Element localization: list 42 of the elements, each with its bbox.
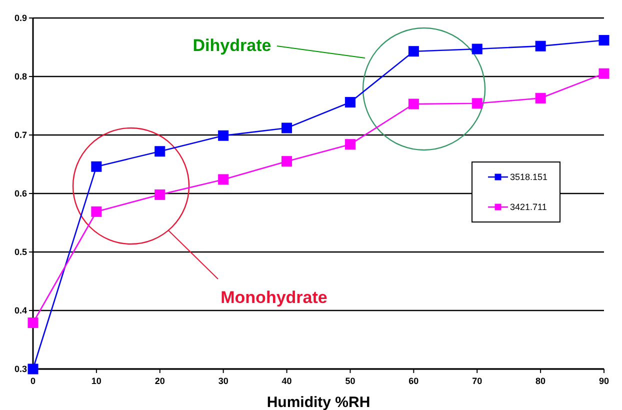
x-tick-label: 0 xyxy=(30,376,36,386)
y-tick-label: 0.9 xyxy=(14,13,27,24)
point xyxy=(28,318,38,328)
y-tick-label: 0.7 xyxy=(14,130,27,140)
legend-label: 3421.711 xyxy=(510,202,547,212)
point xyxy=(91,206,102,217)
point xyxy=(472,44,482,54)
point xyxy=(598,68,610,79)
y-tick-label: 0.8 xyxy=(14,72,27,82)
x-tick-label: 10 xyxy=(91,376,102,386)
point xyxy=(472,98,482,109)
point xyxy=(282,122,292,134)
x-tick-label: 50 xyxy=(345,376,356,386)
annotation: Monohydrate xyxy=(220,288,328,307)
point xyxy=(282,156,292,167)
y-tick-label: 0.5 xyxy=(14,247,27,258)
annotation: Dihydrate xyxy=(192,36,272,55)
x-tick-label: 80 xyxy=(536,376,546,386)
y-tick-label: 0.3 xyxy=(14,364,27,374)
point xyxy=(344,96,356,108)
x-tick-label: 70 xyxy=(472,376,482,386)
point xyxy=(218,174,229,185)
point xyxy=(28,364,38,374)
x-tick-label: 40 xyxy=(282,376,292,386)
x-tick-label: 20 xyxy=(154,376,165,386)
x-tick-label: 90 xyxy=(598,376,610,386)
legend-label: 3518.151 xyxy=(510,172,548,182)
x-axis-title: Humidity %RH xyxy=(266,394,370,410)
x-tick-label: 60 xyxy=(408,376,419,386)
point xyxy=(408,46,419,57)
point xyxy=(344,139,356,150)
y-tick-label: 0.6 xyxy=(14,188,27,199)
point xyxy=(598,34,610,46)
point xyxy=(408,98,419,110)
point xyxy=(154,146,166,157)
point xyxy=(154,189,166,200)
point xyxy=(535,92,546,104)
point xyxy=(218,130,229,141)
y-tick-label: 0.4 xyxy=(14,306,27,316)
point xyxy=(91,161,102,172)
point xyxy=(535,40,546,52)
x-tick-label: 30 xyxy=(218,376,228,386)
